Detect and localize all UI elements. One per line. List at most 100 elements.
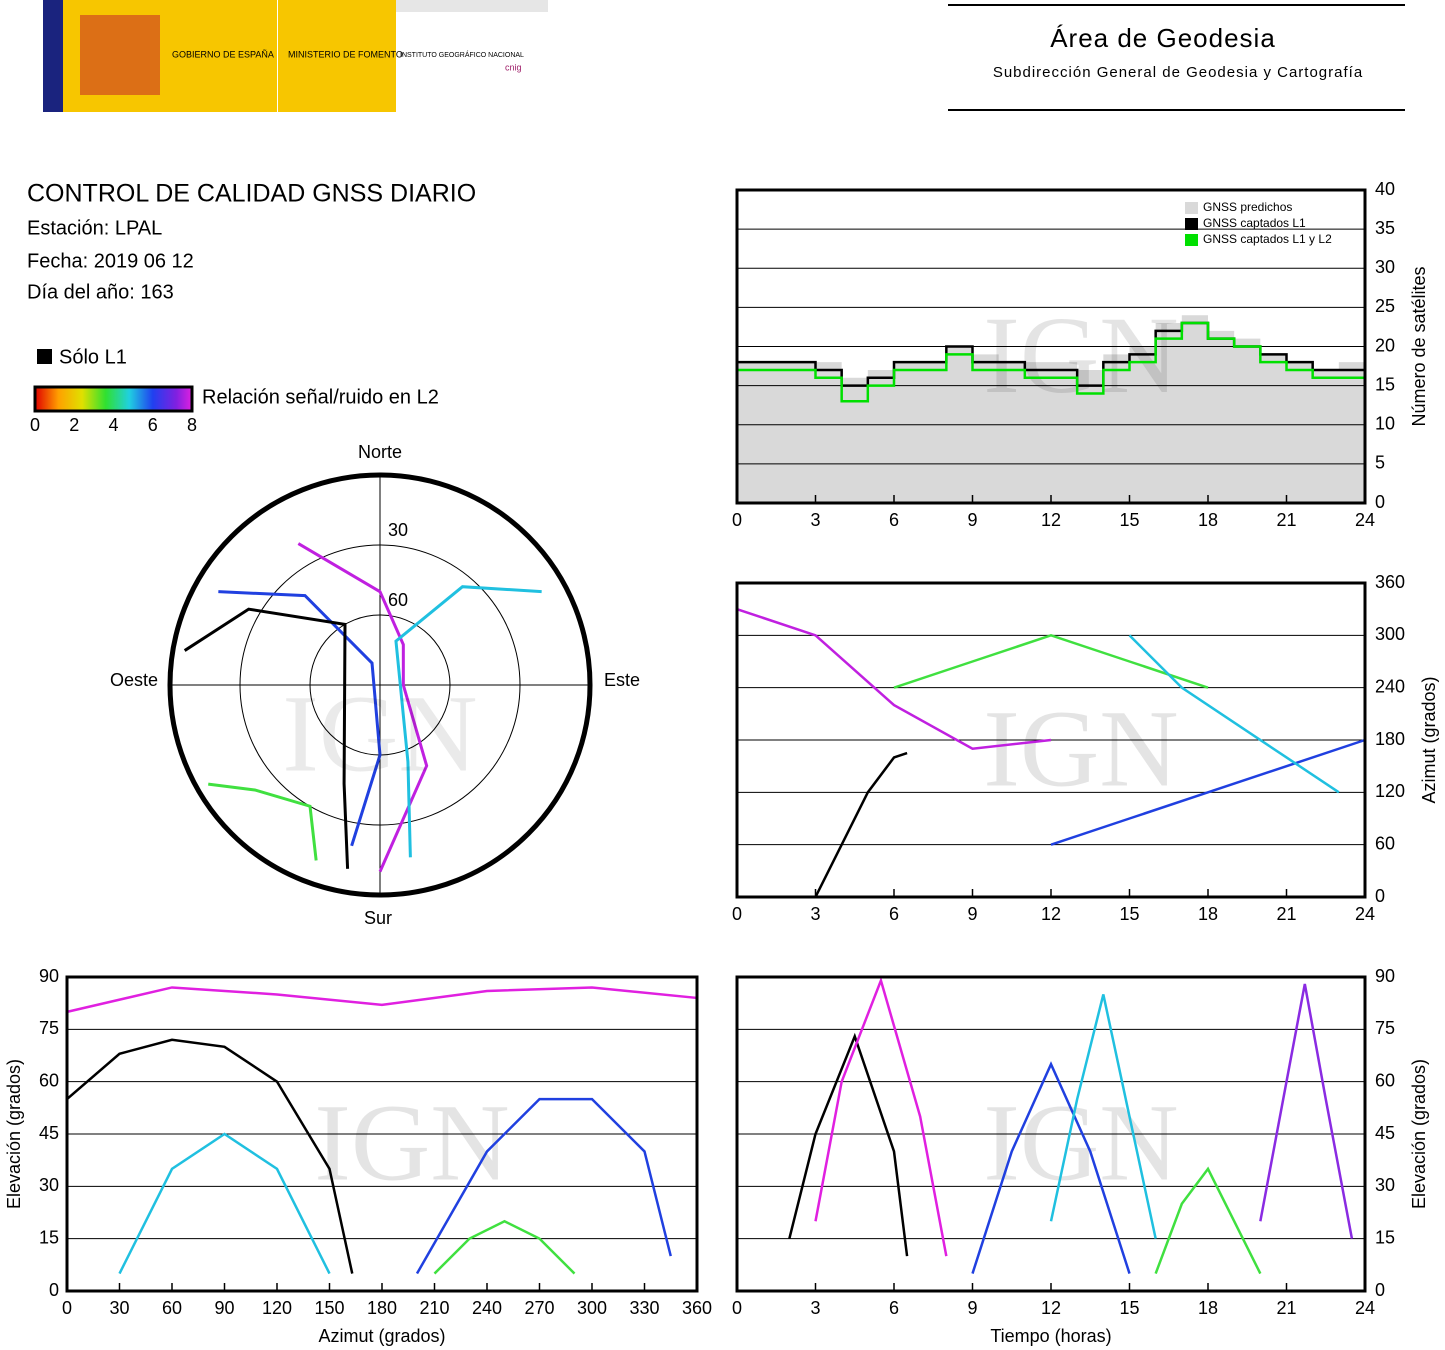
x-tick-label: 18	[1198, 510, 1218, 530]
cnig-text: cnig	[505, 62, 522, 72]
satellite-track	[118, 1132, 331, 1275]
l1-legend: Sólo L1	[59, 346, 127, 368]
x-tick-label: 90	[214, 1298, 234, 1318]
x-tick-label: 21	[1276, 904, 1296, 924]
satellite-track	[893, 634, 1209, 689]
sky-track	[208, 782, 318, 861]
coat-of-arms	[80, 15, 160, 95]
y-axis-label: Elevación (grados)	[4, 1059, 24, 1209]
y-tick-label: 300	[1375, 624, 1405, 644]
x-tick-label: 15	[1119, 904, 1139, 924]
institute-text: INSTITUTO GEOGRÁFICO NACIONAL	[400, 50, 524, 59]
y-tick-label: 75	[39, 1018, 59, 1038]
x-tick-label: 300	[577, 1298, 607, 1318]
logo-strip	[396, 0, 548, 12]
west-label: Oeste	[110, 670, 158, 690]
x-tick-label: 3	[810, 904, 820, 924]
y-tick-label: 120	[1375, 781, 1405, 801]
count-line	[737, 321, 1365, 403]
colorbar-tick: 0	[30, 415, 40, 435]
y-tick-label: 60	[39, 1070, 59, 1090]
colorbar-label: Relación señal/ruido en L2	[202, 386, 439, 408]
watermark: IGN	[282, 672, 478, 794]
flag-band	[43, 0, 63, 112]
x-tick-label: 360	[682, 1298, 712, 1318]
y-axis-label: Elevación (grados)	[1409, 1059, 1429, 1209]
y-tick-label: 15	[39, 1227, 59, 1247]
legend-label: GNSS captados L1	[1203, 216, 1306, 230]
satellite-track	[1049, 994, 1157, 1239]
y-tick-label: 0	[1375, 886, 1385, 906]
x-tick-label: 0	[732, 1298, 742, 1318]
satellite-track	[736, 607, 1052, 751]
colorbar-tick: 4	[108, 415, 118, 435]
north-label: Norte	[358, 442, 402, 462]
y-tick-label: 240	[1375, 676, 1405, 696]
x-tick-label: 6	[889, 904, 899, 924]
y-tick-label: 5	[1375, 453, 1385, 473]
satellite-track	[433, 1219, 576, 1275]
l1-swatch	[37, 349, 52, 364]
x-tick-label: 240	[472, 1298, 502, 1318]
x-tick-label: 24	[1355, 1298, 1375, 1318]
colorbar-tick: 8	[187, 415, 197, 435]
gov-text: GOBIERNO DE ESPAÑA	[172, 49, 274, 59]
sky-track	[394, 585, 542, 858]
ring	[239, 544, 521, 826]
sky-track	[183, 607, 350, 869]
x-tick-label: 12	[1041, 1298, 1061, 1318]
y-tick-label: 180	[1375, 729, 1405, 749]
y-tick-label: 0	[1375, 492, 1385, 512]
x-axis-label: Azimut (grados)	[318, 1326, 445, 1346]
sky-track	[297, 542, 429, 873]
y-axis-label: Número de satélites	[1409, 266, 1429, 426]
satellite-track	[1050, 738, 1366, 846]
legend-swatch	[1185, 234, 1198, 246]
satellite-track	[814, 751, 908, 898]
y-tick-label: 0	[1375, 1280, 1385, 1300]
subdirectorate: Subdirección General de Geodesia y Carto…	[993, 64, 1363, 81]
y-tick-label: 90	[1375, 966, 1395, 986]
satellite-track	[1128, 634, 1340, 794]
y-tick-label: 30	[39, 1175, 59, 1195]
report-title: CONTROL DE CALIDAD GNSS DIARIO	[27, 180, 476, 208]
x-tick-label: 9	[967, 1298, 977, 1318]
y-tick-label: 60	[1375, 1070, 1395, 1090]
y-tick-label: 20	[1375, 335, 1395, 355]
x-tick-label: 0	[62, 1298, 72, 1318]
watermark: IGN	[983, 1081, 1179, 1203]
x-tick-label: 210	[419, 1298, 449, 1318]
y-tick-label: 30	[1375, 1175, 1395, 1195]
x-tick-label: 21	[1276, 510, 1296, 530]
legend-swatch	[1185, 202, 1198, 214]
y-tick-label: 15	[1375, 374, 1395, 394]
colorbar	[33, 385, 194, 413]
x-tick-label: 12	[1041, 510, 1061, 530]
x-tick-label: 60	[162, 1298, 182, 1318]
y-axis-label: Azimut (grados)	[1419, 676, 1439, 803]
legend-label: GNSS captados L1 y L2	[1203, 232, 1332, 246]
sky-track	[218, 590, 382, 847]
ministry-text: MINISTERIO DE FOMENTO	[288, 49, 403, 59]
x-tick-label: 6	[889, 510, 899, 530]
x-tick-label: 18	[1198, 904, 1218, 924]
x-tick-label: 3	[810, 510, 820, 530]
x-tick-label: 24	[1355, 904, 1375, 924]
x-tick-label: 9	[967, 904, 977, 924]
x-tick-label: 21	[1276, 1298, 1296, 1318]
x-tick-label: 270	[524, 1298, 554, 1318]
satellite-track	[814, 976, 948, 1257]
x-tick-label: 15	[1119, 510, 1139, 530]
date: Fecha: 2019 06 12	[27, 250, 194, 272]
satellite-track	[1154, 1166, 1262, 1275]
east-label: Este	[604, 670, 640, 690]
south-label: Sur	[364, 908, 392, 928]
satellite-track	[971, 1061, 1131, 1274]
y-tick-label: 60	[1375, 833, 1395, 853]
x-tick-label: 9	[967, 510, 977, 530]
x-tick-label: 12	[1041, 904, 1061, 924]
x-tick-label: 6	[889, 1298, 899, 1318]
x-tick-label: 3	[810, 1298, 820, 1318]
x-tick-label: 24	[1355, 510, 1375, 530]
